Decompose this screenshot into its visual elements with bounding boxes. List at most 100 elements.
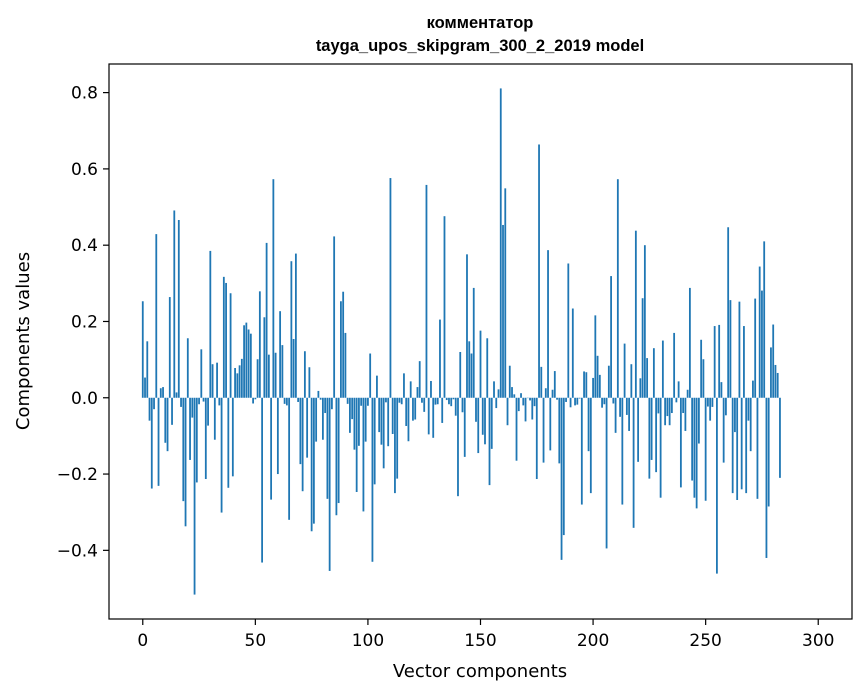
bar-61 (279, 311, 282, 398)
bar-196 (583, 371, 585, 398)
bar-5 (153, 397, 155, 410)
bar-142 (461, 397, 464, 413)
bar-269 (747, 397, 750, 421)
bar-67 (292, 339, 295, 398)
bar-57 (270, 397, 273, 500)
bar-45 (243, 325, 245, 398)
bar-70 (299, 397, 302, 465)
bar-186 (560, 397, 563, 560)
bar-225 (648, 397, 651, 479)
bar-231 (661, 340, 664, 398)
bar-275 (761, 290, 763, 398)
plot-frame (108, 63, 853, 620)
bar-28 (204, 397, 207, 480)
bar-125 (423, 397, 426, 412)
bar-163 (508, 365, 511, 398)
bar-0 (141, 301, 144, 398)
bar-278 (767, 397, 770, 507)
bar-95 (355, 397, 358, 492)
bar-222 (641, 298, 644, 398)
bar-132 (439, 319, 441, 398)
bar-143 (463, 397, 466, 457)
bar-152 (484, 397, 486, 445)
bar-251 (707, 397, 709, 407)
bar-131 (436, 397, 439, 405)
bar-219 (634, 230, 637, 398)
bar-109 (387, 397, 390, 447)
bar-41 (234, 368, 236, 398)
bar-18 (182, 397, 185, 502)
bar-209 (612, 397, 615, 404)
bar-133 (441, 397, 444, 423)
bar-274 (758, 266, 761, 398)
bar-63 (283, 397, 286, 404)
bar-127 (427, 397, 430, 435)
bar-120 (412, 397, 414, 421)
bar-22 (191, 397, 194, 418)
bar-34 (218, 397, 221, 406)
bar-175 (535, 397, 538, 480)
bar-232 (664, 397, 667, 426)
bar-282 (776, 372, 779, 398)
bar-62 (281, 345, 284, 398)
bar-183 (553, 371, 556, 398)
bar-189 (567, 263, 570, 398)
bar-270 (749, 397, 752, 452)
bar-280 (772, 324, 775, 398)
bar-173 (531, 397, 534, 420)
bar-69 (297, 397, 300, 402)
bar-194 (578, 397, 581, 399)
bar-85 (333, 236, 336, 398)
bar-84 (331, 397, 333, 410)
bar-121 (414, 397, 417, 420)
bar-255 (716, 397, 718, 574)
bar-252 (709, 397, 712, 421)
bar-56 (267, 354, 270, 398)
bar-47 (247, 329, 250, 398)
bar-129 (432, 397, 435, 438)
bar-166 (515, 397, 518, 461)
bar-13 (171, 397, 173, 425)
bar-126 (425, 184, 428, 398)
bar-40 (231, 397, 234, 477)
bar-154 (488, 397, 491, 486)
x-tick-label: 150 (464, 631, 496, 651)
x-tick-label: 100 (352, 631, 384, 651)
bar-188 (565, 397, 567, 402)
bar-257 (720, 382, 723, 398)
bar-104 (376, 375, 378, 398)
y-tick-label: −0.4 (57, 541, 98, 561)
bar-261 (729, 300, 732, 398)
bar-122 (416, 387, 419, 398)
bar-72 (303, 351, 306, 398)
bar-8 (159, 388, 162, 398)
bar-207 (607, 365, 610, 398)
bar-155 (490, 397, 493, 449)
bar-31 (211, 364, 214, 398)
bar-89 (342, 291, 345, 398)
bar-241 (684, 397, 687, 431)
bar-167 (517, 397, 520, 412)
x-tick-label: 250 (689, 631, 721, 651)
bar-153 (486, 338, 489, 398)
bar-264 (736, 397, 739, 500)
bar-236 (673, 332, 676, 398)
bar-176 (538, 144, 540, 398)
bar-211 (616, 179, 619, 398)
bar-35 (220, 397, 223, 513)
bar-244 (691, 397, 694, 481)
bar-221 (639, 378, 642, 398)
bar-30 (209, 250, 212, 398)
bar-86 (335, 397, 338, 516)
bar-119 (409, 381, 412, 398)
bar-117 (405, 397, 408, 426)
bar-220 (637, 397, 640, 462)
bar-260 (727, 227, 730, 398)
bar-118 (407, 397, 410, 442)
bar-116 (403, 373, 405, 398)
bar-245 (693, 397, 696, 498)
bar-230 (659, 397, 662, 498)
bar-92 (349, 397, 351, 433)
bar-224 (646, 358, 649, 398)
